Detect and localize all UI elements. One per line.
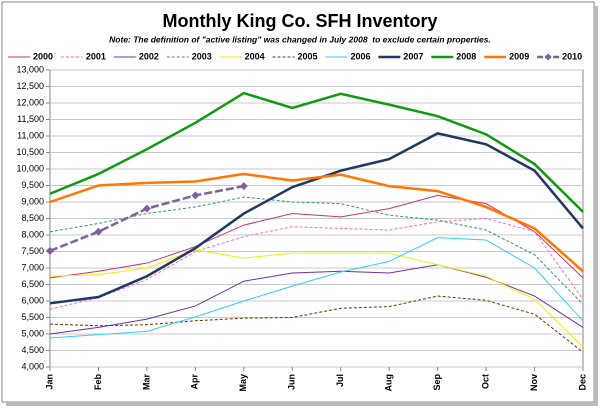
y-tick-label: 12,500 [16,81,44,91]
series-line [49,172,584,273]
series-line [49,196,584,305]
y-tick-label: 7,000 [21,262,44,272]
y-tick-label: 11,500 [17,114,44,124]
x-tick-label: Dec [577,374,587,391]
y-tick-label: 12,000 [16,97,44,107]
x-tick-label: Jun [287,374,297,390]
series-line [49,295,584,353]
legend-label: 2005 [298,51,318,61]
y-tick-label: 9,500 [21,180,44,190]
legend-label: 2004 [245,51,265,61]
series-marker [191,191,200,200]
chart-subtitle: Note: The definition of "active listing"… [109,34,491,44]
series-line [49,217,584,310]
series-line [49,249,584,348]
legend-marker [544,53,552,61]
series-line [49,91,584,213]
legend-label: 2001 [86,51,106,61]
shadow [6,402,598,406]
y-tick-label: 13,000 [16,64,44,74]
series-line [49,132,584,305]
series-marker [142,204,151,213]
y-tick-label: 9,000 [21,196,44,206]
legend-label: 2008 [456,51,476,61]
x-tick-label: Mar [141,374,151,391]
y-tick-label: 5,000 [21,328,44,338]
x-tick-label: Nov [529,374,539,391]
series-marker [94,227,103,236]
y-tick-label: 6,000 [21,295,44,305]
chart-title: Monthly King Co. SFH Inventory [163,11,438,31]
x-tick-label: Sep [432,374,442,391]
y-tick-label: 8,500 [21,213,44,223]
y-tick-label: 5,500 [21,312,44,322]
legend-label: 2009 [509,51,529,61]
legend-label: 2000 [33,51,53,61]
x-tick-label: Oct [480,374,490,389]
x-tick-label: May [238,374,248,392]
y-tick-label: 8,000 [21,229,44,239]
legend-label: 2010 [562,51,582,61]
series-line [49,194,584,279]
y-tick-label: 10,000 [16,163,44,173]
y-tick-label: 10,500 [16,147,44,157]
legend-label: 2003 [192,51,212,61]
x-tick-label: Aug [384,374,394,392]
x-tick-label: Feb [93,374,103,391]
legend-label: 2006 [350,51,370,61]
x-tick-label: Apr [190,374,200,390]
x-tick-label: Jul [335,374,345,387]
series-marker [46,246,54,255]
y-tick-label: 4,500 [21,345,44,355]
legend-label: 2007 [403,51,423,61]
y-tick-label: 7,500 [21,246,44,256]
y-tick-label: 4,000 [21,361,44,371]
y-tick-label: 11,000 [17,130,44,140]
legend-label: 2002 [139,51,159,61]
series-line [49,237,584,339]
series-marker [239,182,248,191]
y-tick-label: 6,500 [21,279,44,289]
x-tick-label: Jan [44,374,54,390]
shadow [594,6,598,404]
